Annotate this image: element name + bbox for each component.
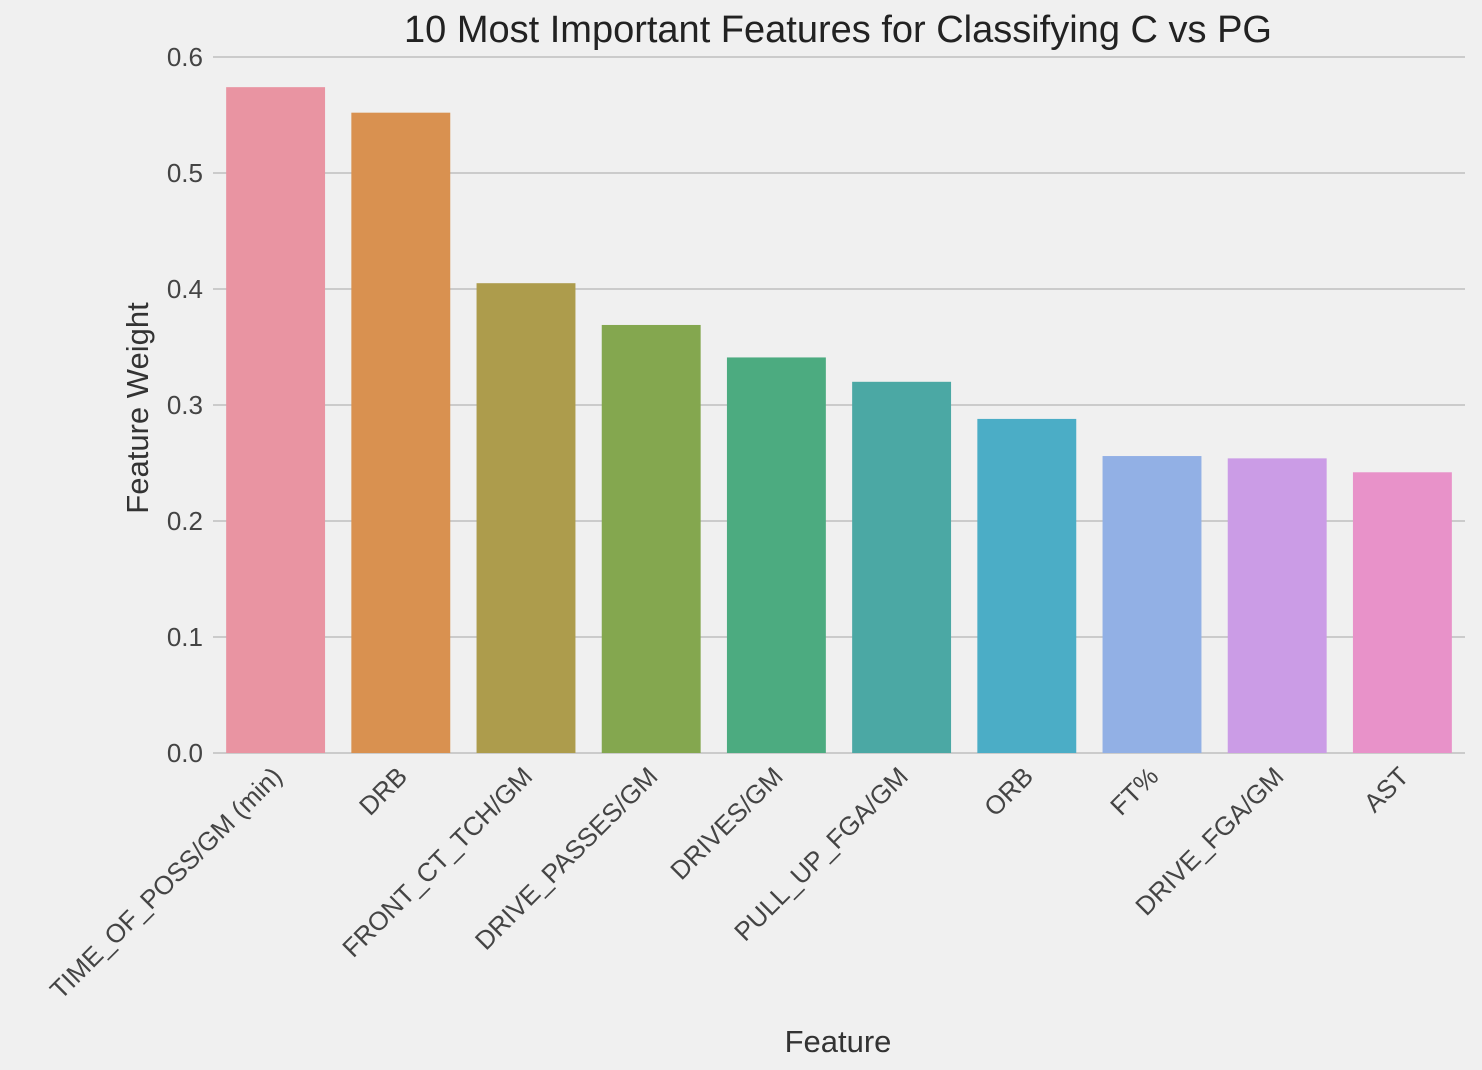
bar <box>726 357 826 753</box>
y-tick-label: 0.4 <box>167 274 203 304</box>
x-tick-label: DRB <box>353 761 413 821</box>
x-tick-label: AST <box>1358 761 1415 818</box>
bar <box>226 87 326 753</box>
bar <box>1352 472 1452 753</box>
bar <box>977 418 1077 753</box>
x-tick-label: TIME_OF_POSS/GM (min) <box>44 761 288 1005</box>
bar <box>1227 458 1327 753</box>
y-tick-label: 0.1 <box>167 622 203 652</box>
chart-title: 10 Most Important Features for Classifyi… <box>404 9 1272 51</box>
bars <box>226 87 1452 754</box>
y-tick-label: 0.3 <box>167 390 203 420</box>
x-tick-label: ORB <box>978 761 1039 822</box>
y-axis-label: Feature Weight <box>120 302 155 514</box>
bar <box>601 324 701 753</box>
y-tick-label: 0.0 <box>167 738 203 768</box>
x-tick-label: DRIVES/GM <box>664 761 788 885</box>
bar <box>852 381 952 753</box>
y-tick-label: 0.6 <box>167 42 203 72</box>
x-axis-label: Feature <box>785 1024 892 1059</box>
y-tick-label: 0.2 <box>167 506 203 536</box>
y-tick-label: 0.5 <box>167 158 203 188</box>
y-tick-labels: 0.0 0.1 0.2 0.3 0.4 0.5 0.6 <box>167 42 203 768</box>
x-tick-label: FT% <box>1104 761 1164 821</box>
bar <box>476 283 576 753</box>
bar <box>1102 456 1202 753</box>
bar <box>351 112 451 754</box>
x-tick-labels: TIME_OF_POSS/GM (min) DRBFRONT_CT_TCH/GMD… <box>44 761 1415 1005</box>
